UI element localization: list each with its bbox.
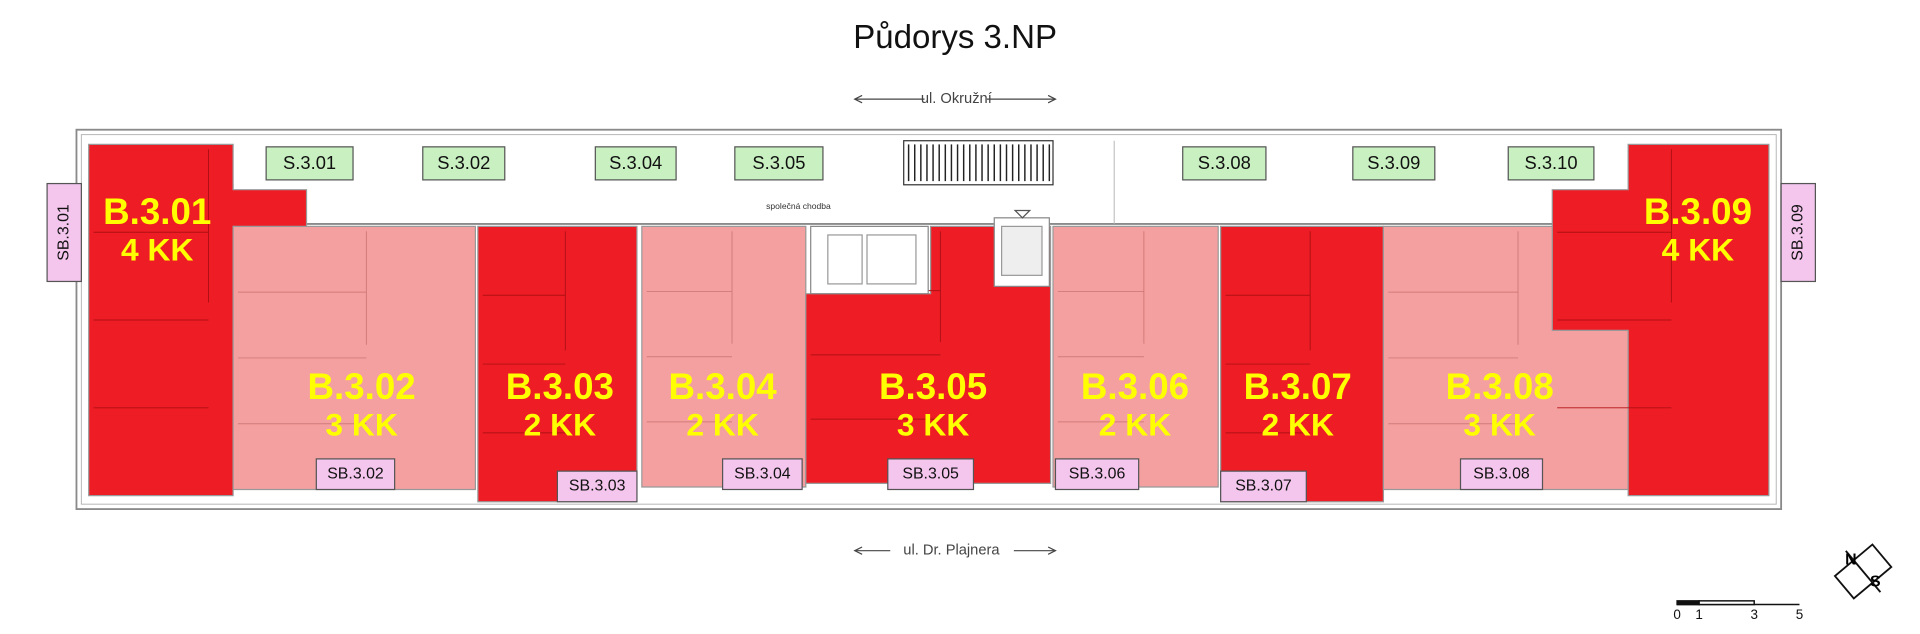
apartment-type: 3 KK xyxy=(325,406,397,442)
balconies: SB.3.01 SB.3.02 SB.3.03 SB.3.04 SB.3.05 SB.3.… xyxy=(46,182,1817,503)
balcony-box xyxy=(1220,470,1307,503)
apartment-type: 3 KK xyxy=(897,406,969,442)
storage-box xyxy=(1352,146,1436,181)
stairs xyxy=(907,144,1051,182)
apartment-type: 4 KK xyxy=(121,231,193,267)
apartment-id: B.3.04 xyxy=(669,366,778,407)
apartment-id: B.3.05 xyxy=(879,366,987,407)
apartment-id: B.3.03 xyxy=(506,366,614,407)
scale-label: 1 xyxy=(1695,607,1702,622)
storage-label: S.3.02 xyxy=(437,152,490,173)
storage-box xyxy=(734,146,824,181)
balcony-label: SB.3.01 xyxy=(55,204,72,261)
scale-bar xyxy=(1676,600,1800,606)
compass-north: N xyxy=(1845,552,1856,569)
balcony-label: SB.3.03 xyxy=(569,478,626,495)
scale-label: 5 xyxy=(1796,607,1803,622)
storage-label: S.3.04 xyxy=(609,152,662,173)
apartment-type: 2 KK xyxy=(1262,406,1334,442)
apartment-id: B.3.06 xyxy=(1081,366,1189,407)
core xyxy=(810,209,1050,295)
balcony-label: SB.3.07 xyxy=(1235,478,1292,495)
apartment-type: 2 KK xyxy=(1099,406,1171,442)
corridor-label: společná chodba xyxy=(766,201,831,211)
balcony-label: SB.3.05 xyxy=(902,465,959,482)
apartment-type: 2 KK xyxy=(524,406,596,442)
apartment-type: 4 KK xyxy=(1662,231,1734,267)
apartment-type: 2 KK xyxy=(686,406,758,442)
balcony-label: SB.3.09 xyxy=(1789,204,1806,261)
apartment-id: B.3.02 xyxy=(308,366,416,407)
street-north: ul. Okružní xyxy=(921,91,992,107)
balcony-label: SB.3.06 xyxy=(1069,465,1126,482)
scale-label: 3 xyxy=(1750,607,1757,622)
balcony-box xyxy=(887,458,975,491)
balcony-box xyxy=(315,458,396,491)
storage: S.3.01 S.3.02 S.3.04 S.3.05 S.3.08 S.3.09 S.3.… xyxy=(265,146,1595,181)
title: Půdorys 3.NP xyxy=(853,19,1057,56)
balcony-label: SB.3.08 xyxy=(1473,465,1530,482)
storage-label: S.3.05 xyxy=(752,152,805,173)
balcony-box xyxy=(556,470,638,503)
apartment-id: B.3.08 xyxy=(1446,366,1554,407)
storage-label: S.3.08 xyxy=(1198,152,1251,173)
storage-box xyxy=(594,146,677,181)
storage-box xyxy=(1507,146,1595,181)
storage-box xyxy=(265,146,354,181)
balcony-box xyxy=(46,182,82,283)
scale-label: 0 xyxy=(1673,607,1680,622)
apartment-id: B.3.01 xyxy=(103,191,211,232)
balcony-box xyxy=(1780,182,1817,283)
compass xyxy=(1833,543,1893,600)
storage-box xyxy=(1182,146,1267,181)
storage-box xyxy=(422,146,506,181)
street-arrows xyxy=(853,94,1057,555)
balcony-box xyxy=(1054,458,1140,491)
compass-south: S xyxy=(1870,574,1881,591)
apartment-type: 3 KK xyxy=(1463,406,1535,442)
street-south: ul. Dr. Plajnera xyxy=(903,543,1000,559)
storage-label: S.3.09 xyxy=(1367,152,1420,173)
apartment-id: B.3.09 xyxy=(1644,191,1752,232)
storage-label: S.3.01 xyxy=(283,152,336,173)
apartment-id: B.3.07 xyxy=(1244,366,1352,407)
balcony-label: SB.3.04 xyxy=(734,465,791,482)
units: B.3.014 KKB.3.023 KKB.3.032 KKB.3.042 KK… xyxy=(88,143,1770,503)
balcony-label: SB.3.02 xyxy=(327,465,384,482)
balcony-box xyxy=(721,458,803,491)
balcony-box xyxy=(1459,458,1544,491)
storage-label: S.3.10 xyxy=(1525,152,1578,173)
